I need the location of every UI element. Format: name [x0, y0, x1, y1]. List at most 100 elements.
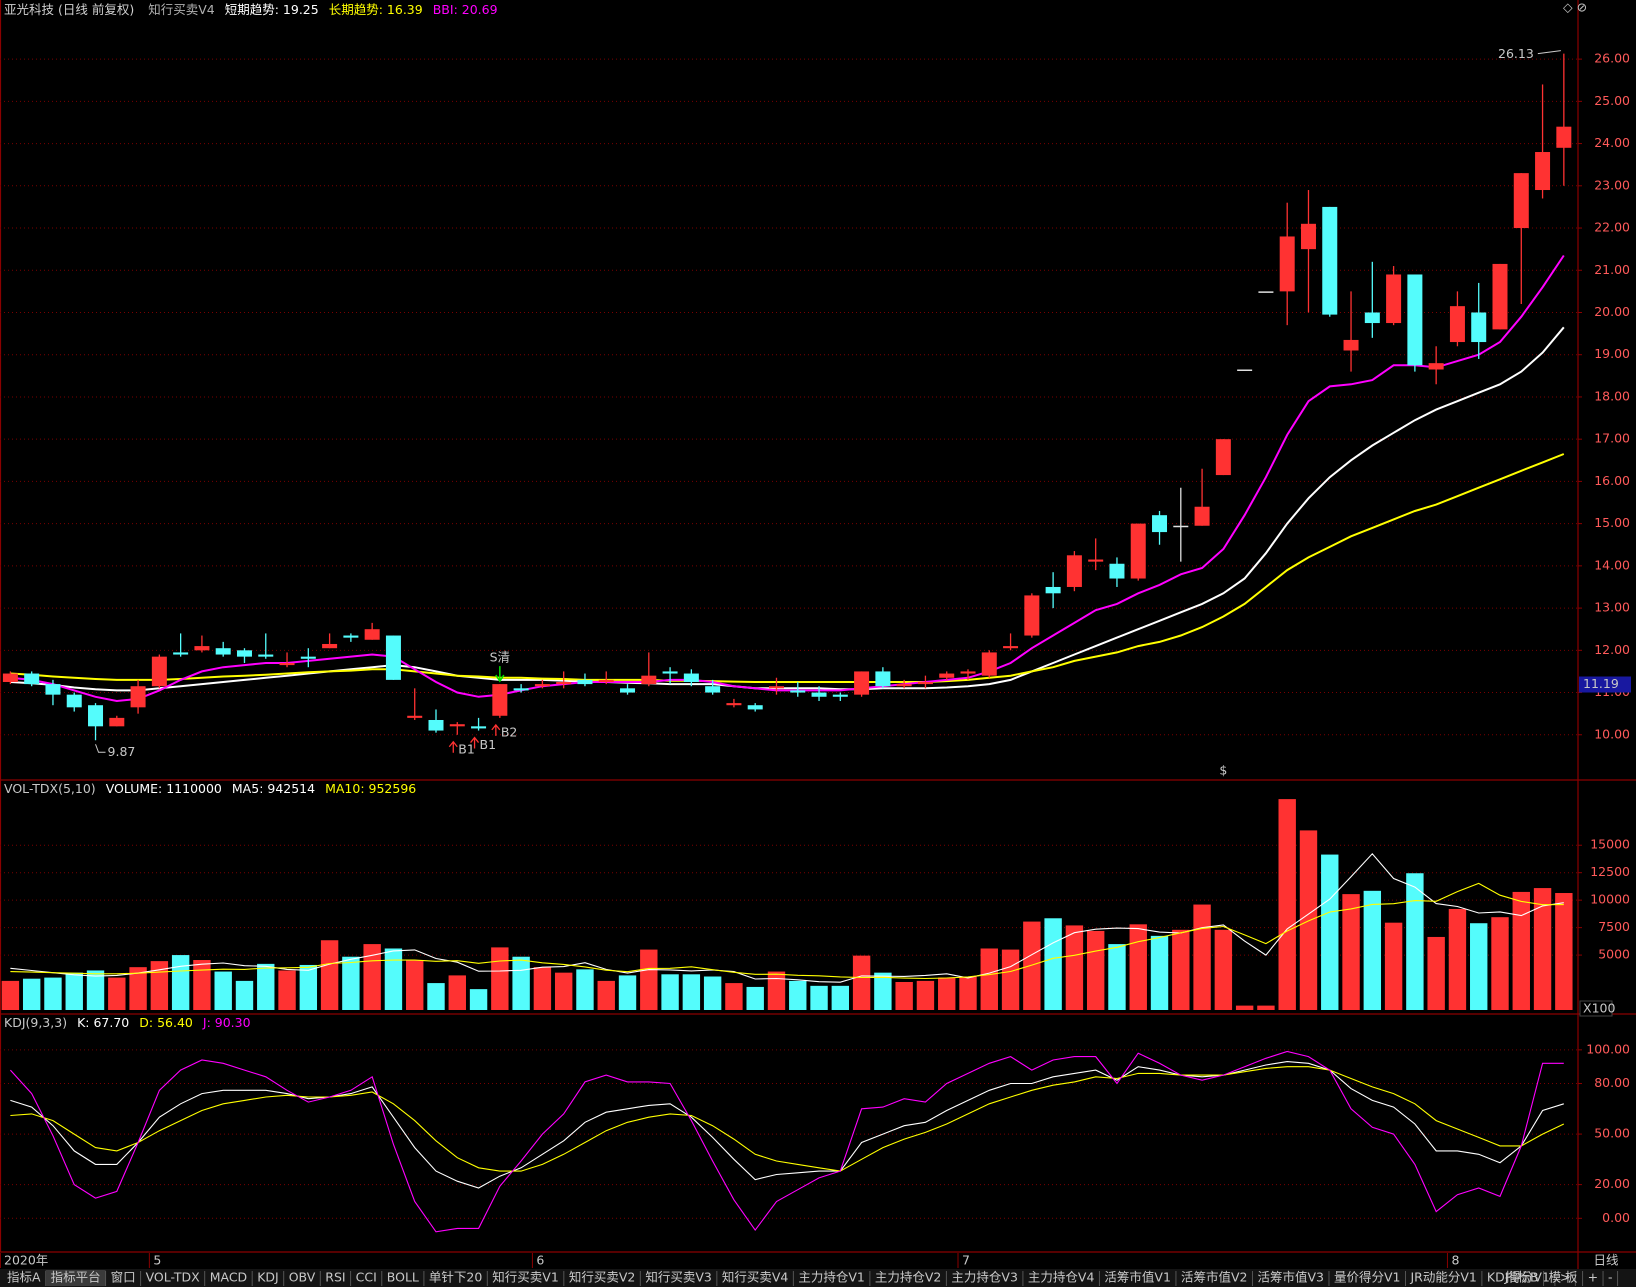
- y-tick-label: 5000: [1598, 947, 1630, 962]
- candle-body: [662, 671, 678, 674]
- candle-body: [109, 717, 125, 727]
- low-label: 9.87: [108, 744, 136, 759]
- volume-bar: [746, 986, 764, 1010]
- candle-body: [1386, 274, 1402, 324]
- legend-value: : 20.69: [454, 2, 498, 17]
- volume-bar: [299, 964, 318, 1010]
- tab[interactable]: 活筹市值V1: [1104, 1270, 1171, 1285]
- tab[interactable]: KDJ: [257, 1270, 279, 1285]
- volume-bar: [831, 985, 850, 1010]
- legend-name: MA5: [232, 781, 259, 796]
- candle-body: [151, 656, 167, 687]
- tab[interactable]: 单针下20: [429, 1270, 482, 1285]
- tab[interactable]: -: [1608, 1270, 1613, 1285]
- tab[interactable]: CCI: [356, 1270, 377, 1285]
- legend-name: MA10: [325, 781, 360, 796]
- tab[interactable]: KDJ得分V1: [1487, 1270, 1550, 1285]
- tab[interactable]: 知行买卖V4: [722, 1270, 789, 1285]
- indicator-line: [10, 326, 1565, 692]
- candle-body: [236, 650, 252, 657]
- high-label: 26.13: [1498, 46, 1534, 61]
- candle-body: [1045, 586, 1061, 594]
- volume-bar: [1321, 854, 1339, 1010]
- legend-value: : 16.39: [379, 2, 423, 17]
- signal-label: B2: [501, 724, 518, 739]
- tab[interactable]: +: [1588, 1270, 1598, 1285]
- volume-bar: [1406, 873, 1424, 1010]
- tab[interactable]: 主力持仓V2: [875, 1270, 942, 1285]
- date-label: 7: [962, 1253, 970, 1268]
- tab[interactable]: MACD: [210, 1270, 247, 1285]
- tab[interactable]: 量价得分V1: [1334, 1270, 1401, 1285]
- tab[interactable]: 知行买卖V3: [645, 1270, 712, 1285]
- indicator-line: [10, 1066, 1565, 1172]
- volume-bar: [171, 955, 190, 1010]
- candle-body: [768, 686, 784, 689]
- candle-body: [1066, 555, 1082, 587]
- legend-value: : 67.70: [85, 1015, 129, 1030]
- candle-body: [279, 662, 295, 666]
- candle-body: [173, 652, 189, 655]
- tab[interactable]: JR动能分V1: [1409, 1270, 1476, 1285]
- date-label: 5: [153, 1253, 161, 1268]
- y-tick-label: 13.00: [1594, 600, 1630, 615]
- tab[interactable]: 指标平台: [51, 1270, 101, 1285]
- candle-body: [726, 703, 742, 706]
- legend-value: : 1110000: [158, 781, 222, 796]
- volume-bar: [129, 967, 147, 1010]
- tab[interactable]: VOL-TDX: [146, 1270, 201, 1285]
- tab[interactable]: BOLL: [387, 1270, 419, 1285]
- volume-bar: [22, 978, 41, 1010]
- tab[interactable]: 知行买卖V2: [569, 1270, 636, 1285]
- volume-bar: [1491, 917, 1509, 1010]
- tab[interactable]: 活筹市值V3: [1257, 1270, 1324, 1285]
- volume-bar: [1470, 923, 1488, 1010]
- candle-body: [322, 643, 338, 649]
- volume-bar: [193, 960, 211, 1010]
- candle-body: [832, 694, 848, 697]
- volume-bar: [1299, 830, 1318, 1010]
- last-price-box: [1579, 676, 1631, 693]
- volume-bar: [1278, 799, 1296, 1010]
- y-tick-label: 100.00: [1586, 1041, 1630, 1056]
- candle-body: [385, 635, 401, 680]
- tab[interactable]: 指标A: [7, 1270, 41, 1285]
- tab[interactable]: 模 板: [1549, 1270, 1578, 1285]
- candle-body: [1322, 206, 1338, 315]
- volume-bar: [1257, 1005, 1275, 1010]
- volume-bar: [342, 956, 360, 1010]
- legend-name: D: [139, 1015, 149, 1030]
- tab[interactable]: 活筹市值V2: [1181, 1270, 1248, 1285]
- tab[interactable]: RSI: [325, 1270, 345, 1285]
- candle-body: [556, 681, 572, 685]
- tab[interactable]: 主力持仓V3: [951, 1270, 1018, 1285]
- volume-bar: [427, 983, 445, 1010]
- y-tick-label: 22.00: [1594, 220, 1630, 235]
- candle-body: [896, 684, 912, 687]
- tab[interactable]: 知行买卖V1: [492, 1270, 559, 1285]
- timeframe[interactable]: 日线: [1593, 1253, 1619, 1268]
- tab[interactable]: 主力持仓V1: [798, 1270, 865, 1285]
- candle-body: [1513, 173, 1529, 229]
- window-icons[interactable]: ◇ ⊘: [1563, 0, 1587, 15]
- volume-bar: [512, 956, 530, 1010]
- candle-body: [1449, 306, 1465, 343]
- tab[interactable]: 指标B: [1505, 1270, 1539, 1285]
- candle-body: [1279, 236, 1295, 292]
- candle-body: [790, 690, 806, 693]
- tab[interactable]: 主力持仓V4: [1028, 1270, 1095, 1285]
- y-tick-label: 23.00: [1594, 177, 1630, 192]
- panel-header: KDJ(9,3,3) K: 67.70 D: 56.40 J: 90.30: [4, 1015, 251, 1030]
- legend-name: BBI: [433, 2, 454, 17]
- tab[interactable]: OBV: [289, 1270, 316, 1285]
- tab[interactable]: >: [1560, 1270, 1570, 1285]
- candle-body: [1300, 223, 1316, 250]
- candle-body: [1130, 523, 1146, 579]
- candle-body: [939, 673, 955, 678]
- tab-highlight: [45, 1270, 106, 1286]
- candle-body: [364, 629, 380, 640]
- candle-body: [1492, 263, 1508, 330]
- volume-bar: [640, 949, 658, 1010]
- panel-header: VOL-TDX(5,10) VOLUME: 1110000 MA5: 942514 M…: [4, 781, 416, 796]
- tab[interactable]: 窗口: [111, 1270, 136, 1285]
